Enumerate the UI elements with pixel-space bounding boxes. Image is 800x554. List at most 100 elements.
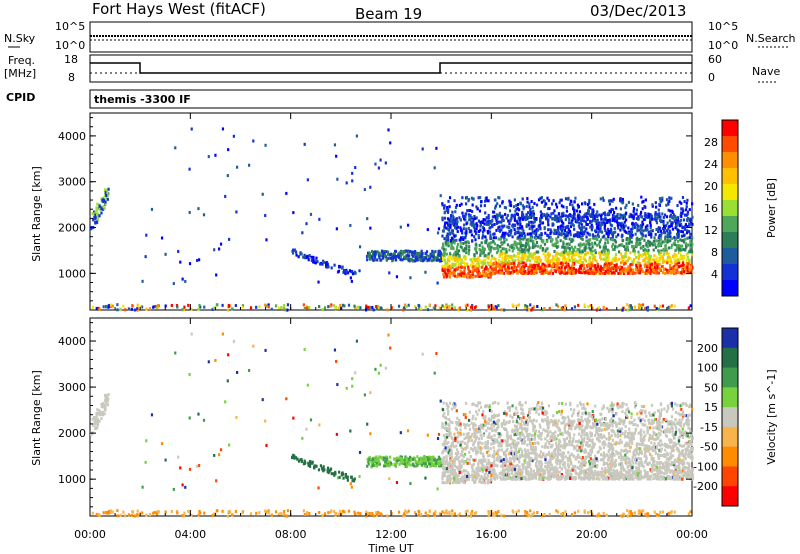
data-cell — [351, 179, 354, 183]
data-cell — [436, 487, 439, 491]
data-cell — [544, 249, 547, 253]
data-cell — [625, 238, 628, 242]
data-cell — [567, 418, 571, 422]
data-cell — [611, 217, 614, 221]
data-cell — [297, 255, 300, 259]
data-cell — [349, 223, 352, 227]
data-cell — [580, 202, 584, 206]
data-cell — [107, 511, 110, 515]
data-cell — [625, 242, 628, 246]
data-cell — [684, 223, 688, 227]
data-cell — [440, 256, 444, 260]
data-cell — [676, 271, 679, 275]
data-cell — [278, 306, 281, 310]
data-cell — [602, 252, 605, 256]
data-cell — [565, 246, 568, 250]
data-cell — [601, 196, 605, 200]
data-cell — [368, 252, 371, 256]
data-cell — [443, 264, 446, 268]
data-cell — [661, 510, 664, 514]
data-cell — [617, 250, 621, 254]
data-cell — [96, 418, 99, 422]
data-cell — [690, 250, 694, 254]
data-cell — [323, 260, 326, 264]
data-cell — [335, 227, 338, 231]
data-cell — [442, 247, 445, 251]
data-cell — [384, 254, 387, 258]
nsky-label: N.Sky — [4, 32, 36, 45]
data-cell — [367, 251, 370, 255]
data-cell — [385, 457, 388, 461]
data-cell — [654, 211, 657, 215]
data-cell — [96, 217, 100, 221]
data-cell — [164, 304, 167, 308]
data-cell — [566, 225, 569, 229]
data-cell — [453, 268, 456, 272]
data-cell — [420, 255, 423, 259]
data-cell — [596, 238, 599, 242]
data-cell — [292, 248, 295, 252]
data-cell — [504, 212, 507, 216]
data-cell — [676, 204, 679, 208]
data-cell — [640, 306, 643, 310]
data-cell — [414, 253, 417, 257]
data-cell — [530, 269, 533, 273]
data-cell — [525, 204, 528, 208]
data-cell — [95, 209, 98, 213]
data-cell — [678, 247, 681, 251]
data-cell — [355, 134, 359, 138]
data-cell — [483, 240, 487, 244]
data-cell — [648, 433, 651, 437]
data-cell — [403, 250, 406, 254]
data-cell — [627, 271, 630, 275]
data-cell — [582, 215, 585, 219]
data-cell — [547, 253, 550, 257]
data-cell — [475, 246, 478, 250]
data-cell — [326, 265, 329, 269]
data-cell — [226, 308, 229, 312]
data-cell — [486, 255, 489, 259]
data-cell — [527, 240, 530, 244]
data-cell — [443, 250, 446, 254]
data-cell — [579, 244, 582, 248]
data-cell — [577, 243, 580, 247]
data-cell — [293, 248, 297, 252]
data-cell — [438, 253, 442, 257]
data-cell — [658, 250, 661, 254]
data-cell — [500, 308, 503, 312]
data-cell — [573, 214, 576, 218]
data-cell — [563, 308, 566, 312]
data-cell — [605, 256, 608, 260]
data-cell — [398, 251, 401, 255]
data-cell — [214, 153, 217, 157]
data-cell — [681, 211, 684, 215]
data-cell — [93, 210, 96, 214]
data-cell — [494, 198, 497, 202]
data-cell — [140, 305, 144, 309]
data-cell — [270, 513, 273, 517]
data-cell — [589, 221, 592, 225]
data-cell — [676, 244, 679, 248]
data-cell — [459, 236, 463, 240]
data-cell — [647, 248, 650, 252]
data-cell — [621, 234, 624, 238]
data-cell — [527, 271, 530, 275]
data-cell — [348, 269, 351, 273]
data-cell — [150, 413, 154, 417]
data-cell — [131, 510, 134, 514]
data-cell — [378, 455, 381, 459]
data-cell — [646, 245, 649, 249]
data-cell — [547, 198, 550, 202]
data-cell — [648, 240, 651, 244]
data-cell — [551, 264, 555, 268]
data-cell — [417, 254, 420, 258]
data-cell — [235, 415, 238, 419]
data-cell — [334, 512, 337, 516]
data-cell — [615, 206, 618, 210]
data-cell — [583, 225, 586, 229]
data-cell — [671, 266, 674, 270]
data-cell — [558, 270, 561, 274]
data-cell — [455, 267, 459, 271]
data-cell — [634, 268, 637, 272]
data-cell — [658, 258, 661, 262]
